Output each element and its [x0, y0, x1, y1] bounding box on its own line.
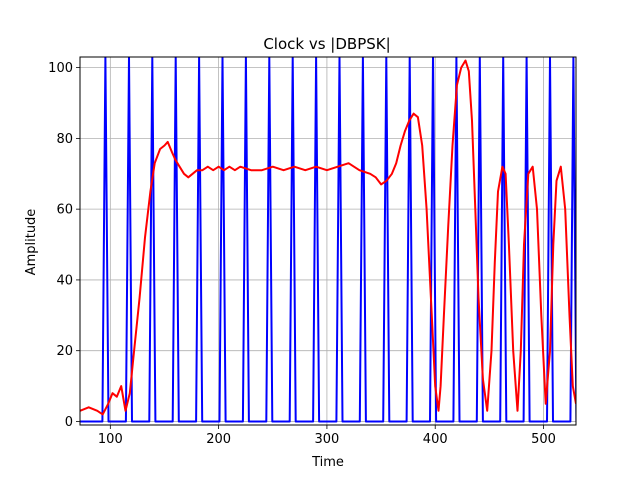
x-tick-label: 300 [315, 432, 340, 447]
y-axis: 0 20 40 60 80 100 [48, 61, 80, 430]
x-tick-label: 200 [206, 432, 231, 447]
y-tick-label: 40 [56, 273, 73, 288]
y-tick-label: 0 [65, 415, 73, 430]
clock-series-line [80, 57, 576, 423]
y-tick-label: 100 [48, 61, 73, 76]
x-tick-label: 400 [423, 432, 448, 447]
y-axis-label: Amplitude [24, 209, 39, 276]
axes-frame [79, 56, 577, 426]
y-tick-label: 80 [56, 132, 73, 147]
x-tick-label: 500 [531, 432, 556, 447]
plot-area [80, 57, 576, 423]
y-tick-label: 60 [56, 203, 73, 218]
x-axis: 100 200 300 400 500 [98, 425, 556, 447]
chart-title: Clock vs |DBPSK| [263, 35, 390, 53]
x-axis-label: Time [311, 455, 344, 470]
dbpsk-series-line [80, 59, 576, 416]
plot-series-group [80, 57, 576, 423]
y-tick-label: 20 [56, 344, 73, 359]
x-tick-label: 100 [98, 432, 123, 447]
